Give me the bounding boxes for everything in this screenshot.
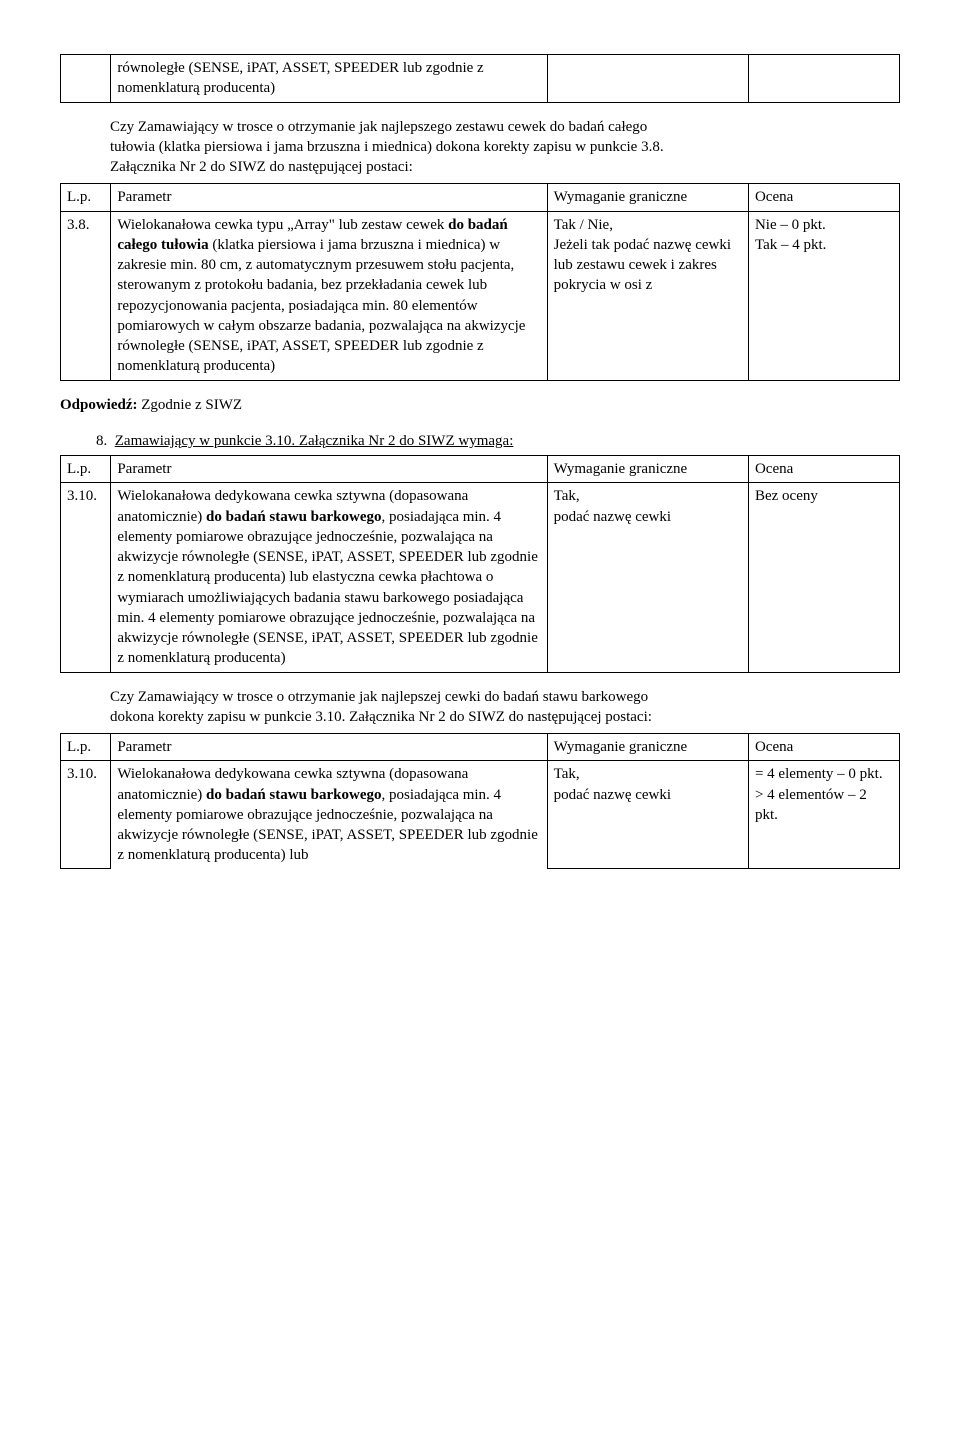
- para-line: Czy Zamawiający w trosce o otrzymanie ja…: [110, 119, 647, 135]
- param-text: , posiadająca min. 4 elementy pomiarowe …: [117, 509, 538, 667]
- question-paragraph-2: Czy Zamawiający w trosce o otrzymanie ja…: [110, 687, 900, 728]
- cell-wym: Tak, podać nazwę cewki: [547, 483, 748, 672]
- answer-label: Odpowiedź:: [60, 397, 141, 413]
- table-row: 3.10. Wielokanałowa dedykowana cewka szt…: [61, 483, 900, 672]
- para-line: Załącznika Nr 2 do SIWZ do następującej …: [110, 159, 413, 175]
- header-lp: L.p.: [61, 184, 111, 211]
- cell-lp: 3.10.: [61, 483, 111, 672]
- header-lp: L.p.: [61, 734, 111, 761]
- para-line: tułowia (klatka piersiowa i jama brzuszn…: [110, 139, 664, 155]
- cell-wym: Tak / Nie, Jeżeli tak podać nazwę cewki …: [547, 211, 748, 380]
- cell-ocena: = 4 elementy – 0 pkt. > 4 elementów – 2 …: [748, 761, 899, 869]
- cell-param: równoległe (SENSE, iPAT, ASSET, SPEEDER …: [111, 55, 547, 103]
- cell-ocena: Nie – 0 pkt. Tak – 4 pkt.: [748, 211, 899, 380]
- header-ocena: Ocena: [748, 456, 899, 483]
- answer-text: Zgodnie z SIWZ: [141, 397, 242, 413]
- table-proposed-3-8: L.p. Parametr Wymaganie graniczne Ocena …: [60, 183, 900, 380]
- table-row: 3.10. Wielokanałowa dedykowana cewka szt…: [61, 761, 900, 869]
- cell-ocena: Bez oceny: [748, 483, 899, 672]
- table-row: 3.8. Wielokanałowa cewka typu „Array" lu…: [61, 211, 900, 380]
- header-param: Parametr: [111, 456, 547, 483]
- cell-lp: 3.10.: [61, 761, 111, 869]
- answer-line: Odpowiedź: Zgodnie z SIWZ: [60, 395, 900, 415]
- header-lp: L.p.: [61, 456, 111, 483]
- header-wym: Wymaganie graniczne: [547, 184, 748, 211]
- cell-param: Wielokanałowa dedykowana cewka sztywna (…: [111, 761, 547, 869]
- table-requirement-3-10: L.p. Parametr Wymaganie graniczne Ocena …: [60, 455, 900, 673]
- question-paragraph-1: Czy Zamawiający w trosce o otrzymanie ja…: [110, 117, 900, 178]
- q8-text: Zamawiający w punkcie 3.10. Załącznika N…: [115, 433, 514, 449]
- cell-ocena: [748, 55, 899, 103]
- cell-lp: [61, 55, 111, 103]
- para-line: dokona korekty zapisu w punkcie 3.10. Za…: [110, 709, 652, 725]
- table-header-row: L.p. Parametr Wymaganie graniczne Ocena: [61, 734, 900, 761]
- param-text: Wielokanałowa cewka typu „Array" lub zes…: [117, 217, 448, 233]
- table-proposed-3-10: L.p. Parametr Wymaganie graniczne Ocena …: [60, 733, 900, 869]
- param-text: (klatka piersiowa i jama brzuszna i mied…: [117, 237, 525, 375]
- header-param: Parametr: [111, 734, 547, 761]
- table-header-row: L.p. Parametr Wymaganie graniczne Ocena: [61, 184, 900, 211]
- table-header-row: L.p. Parametr Wymaganie graniczne Ocena: [61, 456, 900, 483]
- header-param: Parametr: [111, 184, 547, 211]
- q8-number: 8.: [96, 433, 107, 449]
- cell-lp: 3.8.: [61, 211, 111, 380]
- header-wym: Wymaganie graniczne: [547, 456, 748, 483]
- header-ocena: Ocena: [748, 734, 899, 761]
- para-line: Czy Zamawiający w trosce o otrzymanie ja…: [110, 689, 648, 705]
- cell-param: Wielokanałowa dedykowana cewka sztywna (…: [111, 483, 547, 672]
- header-wym: Wymaganie graniczne: [547, 734, 748, 761]
- cell-param: Wielokanałowa cewka typu „Array" lub zes…: [111, 211, 547, 380]
- param-bold: do badań stawu barkowego: [206, 509, 381, 525]
- cell-wym: Tak, podać nazwę cewki: [547, 761, 748, 869]
- header-ocena: Ocena: [748, 184, 899, 211]
- table-fragment-top: równoległe (SENSE, iPAT, ASSET, SPEEDER …: [60, 54, 900, 103]
- param-bold: do badań stawu barkowego: [206, 787, 381, 803]
- cell-wym: [547, 55, 748, 103]
- question-8-heading: 8. Zamawiający w punkcie 3.10. Załącznik…: [96, 431, 900, 451]
